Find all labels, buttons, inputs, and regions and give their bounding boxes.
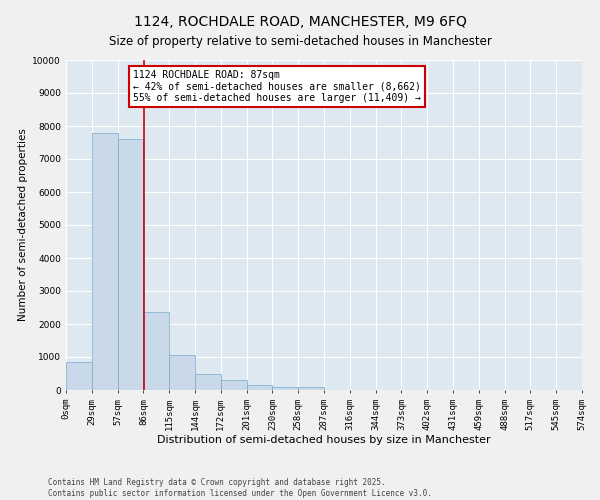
Bar xyxy=(272,386,298,390)
Bar xyxy=(92,132,118,390)
X-axis label: Distribution of semi-detached houses by size in Manchester: Distribution of semi-detached houses by … xyxy=(157,436,491,446)
Y-axis label: Number of semi-detached properties: Number of semi-detached properties xyxy=(18,128,28,322)
Bar xyxy=(221,380,247,390)
Text: 1124 ROCHDALE ROAD: 87sqm
← 42% of semi-detached houses are smaller (8,662)
55% : 1124 ROCHDALE ROAD: 87sqm ← 42% of semi-… xyxy=(133,70,421,103)
Bar xyxy=(169,356,195,390)
Bar xyxy=(143,312,169,390)
Text: Contains HM Land Registry data © Crown copyright and database right 2025.
Contai: Contains HM Land Registry data © Crown c… xyxy=(48,478,432,498)
Bar xyxy=(247,384,272,390)
Bar xyxy=(118,139,143,390)
Bar xyxy=(195,374,221,390)
Text: Size of property relative to semi-detached houses in Manchester: Size of property relative to semi-detach… xyxy=(109,35,491,48)
Bar xyxy=(66,362,92,390)
Bar xyxy=(298,388,324,390)
Text: 1124, ROCHDALE ROAD, MANCHESTER, M9 6FQ: 1124, ROCHDALE ROAD, MANCHESTER, M9 6FQ xyxy=(134,15,466,29)
